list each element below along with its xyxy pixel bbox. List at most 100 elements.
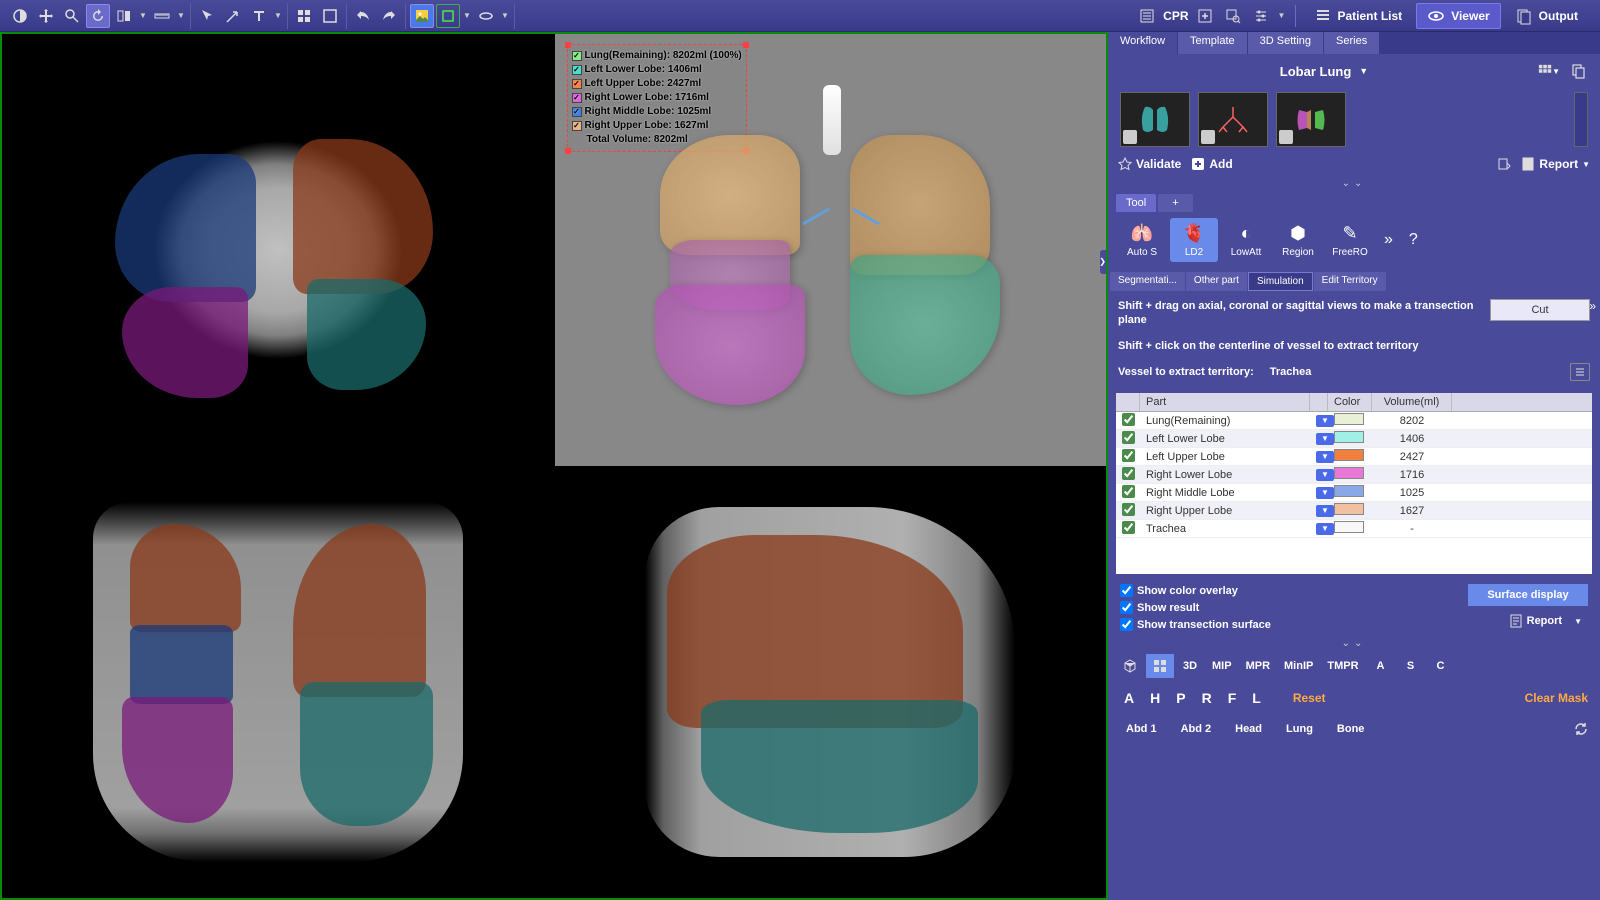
list-icon[interactable] [1570,363,1590,381]
preset-lung[interactable]: Lung [1276,719,1323,739]
render-cube-icon[interactable] [1116,654,1144,678]
color-swatch[interactable] [1334,485,1364,497]
tab-simulation[interactable]: Simulation [1248,272,1313,291]
render-a[interactable]: A [1367,654,1395,678]
render-mip[interactable]: MIP [1206,654,1238,678]
part-checkbox[interactable] [1122,521,1135,534]
render-tmpr[interactable]: TMPR [1321,654,1364,678]
part-checkbox[interactable] [1122,467,1135,480]
part-checkbox[interactable] [1122,431,1135,444]
show-result-checkbox[interactable]: Show result [1120,601,1271,614]
preset-bone[interactable]: Bone [1327,719,1375,739]
dropdown-arrow-icon[interactable]: ▼ [500,4,510,28]
add-tool-tab[interactable]: + [1158,194,1192,212]
legend-checkbox[interactable]: ✓ [572,79,582,89]
orient-a[interactable]: A [1120,688,1138,708]
collapse-toggle-icon[interactable]: ⌄⌄ [1108,637,1600,650]
orient-f[interactable]: F [1224,688,1241,708]
tool-region[interactable]: ⬢Region [1274,218,1322,262]
settings-sliders-icon[interactable] [1249,4,1273,28]
orient-p[interactable]: P [1172,688,1189,708]
undo-icon[interactable] [351,4,375,28]
column-volume[interactable]: Volume(ml) [1372,393,1452,411]
dropdown-arrow-icon[interactable]: ▼ [462,4,472,28]
tab-segmentation[interactable]: Segmentati... [1110,272,1185,291]
layout-single-icon[interactable] [318,4,342,28]
zoom-icon[interactable] [60,4,84,28]
ruler-icon[interactable] [150,4,174,28]
move-icon[interactable] [34,4,58,28]
render-c[interactable]: C [1427,654,1455,678]
expand-handle-icon[interactable]: ❯❯ [1100,250,1106,274]
patient-list-button[interactable]: Patient List [1304,3,1413,29]
part-checkbox[interactable] [1122,413,1135,426]
show-overlay-checkbox[interactable]: Show color overlay [1120,584,1271,597]
dropdown-arrow-icon[interactable]: ▼ [176,4,186,28]
render-s[interactable]: S [1397,654,1425,678]
color-swatch[interactable] [1334,449,1364,461]
viewer-button[interactable]: Viewer [1416,3,1500,29]
orient-r[interactable]: R [1198,688,1216,708]
cpr-list-icon[interactable] [1135,4,1159,28]
viewport-axial[interactable] [2,34,554,466]
orient-l[interactable]: L [1248,688,1265,708]
part-checkbox[interactable] [1122,449,1135,462]
part-checkbox[interactable] [1122,503,1135,516]
surface-display-button[interactable]: Surface display [1468,584,1588,606]
color-swatch[interactable] [1334,413,1364,425]
thumbnail[interactable] [1198,92,1268,147]
workflow-dropdown[interactable]: Lobar Lung▼ [1118,64,1530,79]
thumbnail[interactable] [1276,92,1346,147]
tab-workflow[interactable]: Workflow [1108,32,1177,54]
tool-ld2[interactable]: 🫀LD2 [1170,218,1218,262]
search-box-icon[interactable] [1221,4,1245,28]
viewport-3d[interactable]: ✓Lung(Remaining): 8202ml (100%)✓Left Low… [555,34,1107,466]
rotate-icon[interactable] [86,4,110,28]
image-tool-icon[interactable] [410,4,434,28]
legend-checkbox[interactable]: ✓ [572,93,582,103]
render-3d[interactable]: 3D [1176,654,1204,678]
legend-checkbox[interactable]: ✓ [572,51,582,61]
viewport-sagittal[interactable] [555,467,1107,899]
thumbnail-scrollbar[interactable] [1574,92,1588,147]
cycle-icon[interactable] [1570,718,1592,740]
text-icon[interactable] [247,4,271,28]
render-grid-icon[interactable] [1146,654,1174,678]
tab-edit-territory[interactable]: Edit Territory [1314,272,1386,291]
part-checkbox[interactable] [1122,485,1135,498]
color-swatch[interactable] [1334,521,1364,533]
legend-checkbox[interactable]: ✓ [572,121,582,131]
contrast-icon[interactable] [8,4,32,28]
show-transection-checkbox[interactable]: Show transection surface [1120,618,1271,631]
ellipse-icon[interactable] [474,4,498,28]
collapse-toggle-icon[interactable]: ⌄⌄ [1108,177,1600,190]
redo-icon[interactable] [377,4,401,28]
legend-checkbox[interactable]: ✓ [572,107,582,117]
vessel-select[interactable]: Trachea [1262,364,1320,380]
reset-button[interactable]: Reset [1293,691,1326,705]
tab-3d-setting[interactable]: 3D Setting [1248,32,1323,54]
tool-freero[interactable]: ✎FreeRO [1326,218,1374,262]
dropdown-arrow-icon[interactable]: ▼ [138,4,148,28]
tab-series[interactable]: Series [1324,32,1379,54]
preset-abd1[interactable]: Abd 1 [1116,719,1167,739]
color-swatch[interactable] [1334,503,1364,515]
cut-button[interactable]: Cut [1490,299,1590,321]
dropdown-arrow-icon[interactable]: ▼ [1277,4,1287,28]
dropdown-arrow-icon[interactable]: ▼ [273,4,283,28]
region-box-icon[interactable] [436,4,460,28]
pointer-icon[interactable] [195,4,219,28]
add-button[interactable]: Add [1191,157,1232,171]
more-tools-icon[interactable]: » [1378,231,1399,249]
copy-icon[interactable] [1568,60,1590,82]
preset-abd2[interactable]: Abd 2 [1171,719,1222,739]
export-icon[interactable] [1497,157,1511,171]
render-mpr[interactable]: MPR [1240,654,1276,678]
tab-other-part[interactable]: Other part [1186,272,1247,291]
arrow-annotate-icon[interactable] [221,4,245,28]
report-dropdown[interactable]: Report▼ [1503,612,1588,630]
column-part[interactable]: Part [1140,393,1310,411]
viewport-coronal[interactable] [2,467,554,899]
tool-lowatt[interactable]: ◐LowAtt [1222,218,1270,262]
color-swatch[interactable] [1334,431,1364,443]
